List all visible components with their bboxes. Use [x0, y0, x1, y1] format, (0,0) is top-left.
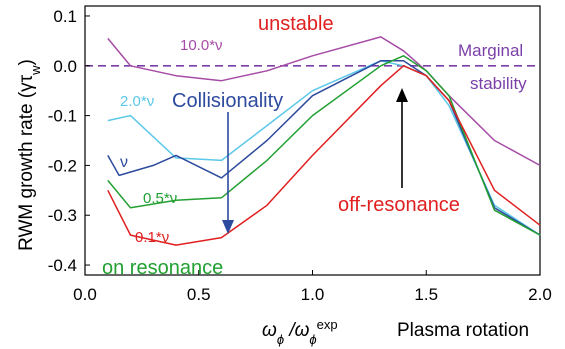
- series-label-2nu: 2.0*ν: [120, 93, 154, 110]
- series-label-nu: ν: [120, 154, 128, 171]
- annotation-unstable: unstable: [258, 13, 334, 35]
- y-axis-title: RWM growth rate (γτw): [16, 59, 43, 251]
- series-line: [107, 60, 541, 236]
- y-tick-label: -0.1: [48, 107, 77, 126]
- series-label-01nu: 0.1*ν: [135, 229, 169, 246]
- series-label-05nu: 0.5*ν: [143, 190, 177, 207]
- y-tick-label: -0.4: [48, 256, 77, 275]
- x-tick-label: 0.5: [187, 285, 211, 304]
- annotation-marginal-line1: Marginal: [458, 41, 523, 60]
- x-axis-title: ωϕ /ωϕexp: [262, 317, 338, 347]
- series-line: [107, 36, 541, 167]
- x-tick-label: 0.0: [73, 285, 97, 304]
- x-axis-extra-label: Plasma rotation: [397, 320, 529, 341]
- y-tick-label: 0.1: [53, 7, 77, 26]
- x-tick-label: 1.5: [414, 285, 438, 304]
- off-resonance-arrow: [396, 88, 408, 188]
- annotation-off-resonance: off-resonance: [338, 194, 460, 216]
- y-tick-label: 0.0: [53, 57, 77, 76]
- series-layer: [107, 36, 541, 246]
- x-tick-label: 1.0: [301, 285, 325, 304]
- series-label-10nu: 10.0*ν: [180, 37, 223, 54]
- annotation-on-resonance: on resonance: [102, 257, 223, 279]
- collisionality-arrow: [222, 112, 234, 234]
- series-line: [107, 65, 541, 246]
- annotation-marginal-line2: stability: [470, 74, 527, 93]
- x-tick-label: 2.0: [528, 285, 552, 304]
- tick-layer: 0.0 0.5 1.0 1.5 2.0 0.1 0.0 -0.1 -0.2 -0.3 -0.4: [48, 7, 552, 304]
- y-tick-label: -0.2: [48, 156, 77, 175]
- y-tick-label: -0.3: [48, 206, 77, 225]
- annotation-collisionality: Collisionality: [172, 90, 283, 112]
